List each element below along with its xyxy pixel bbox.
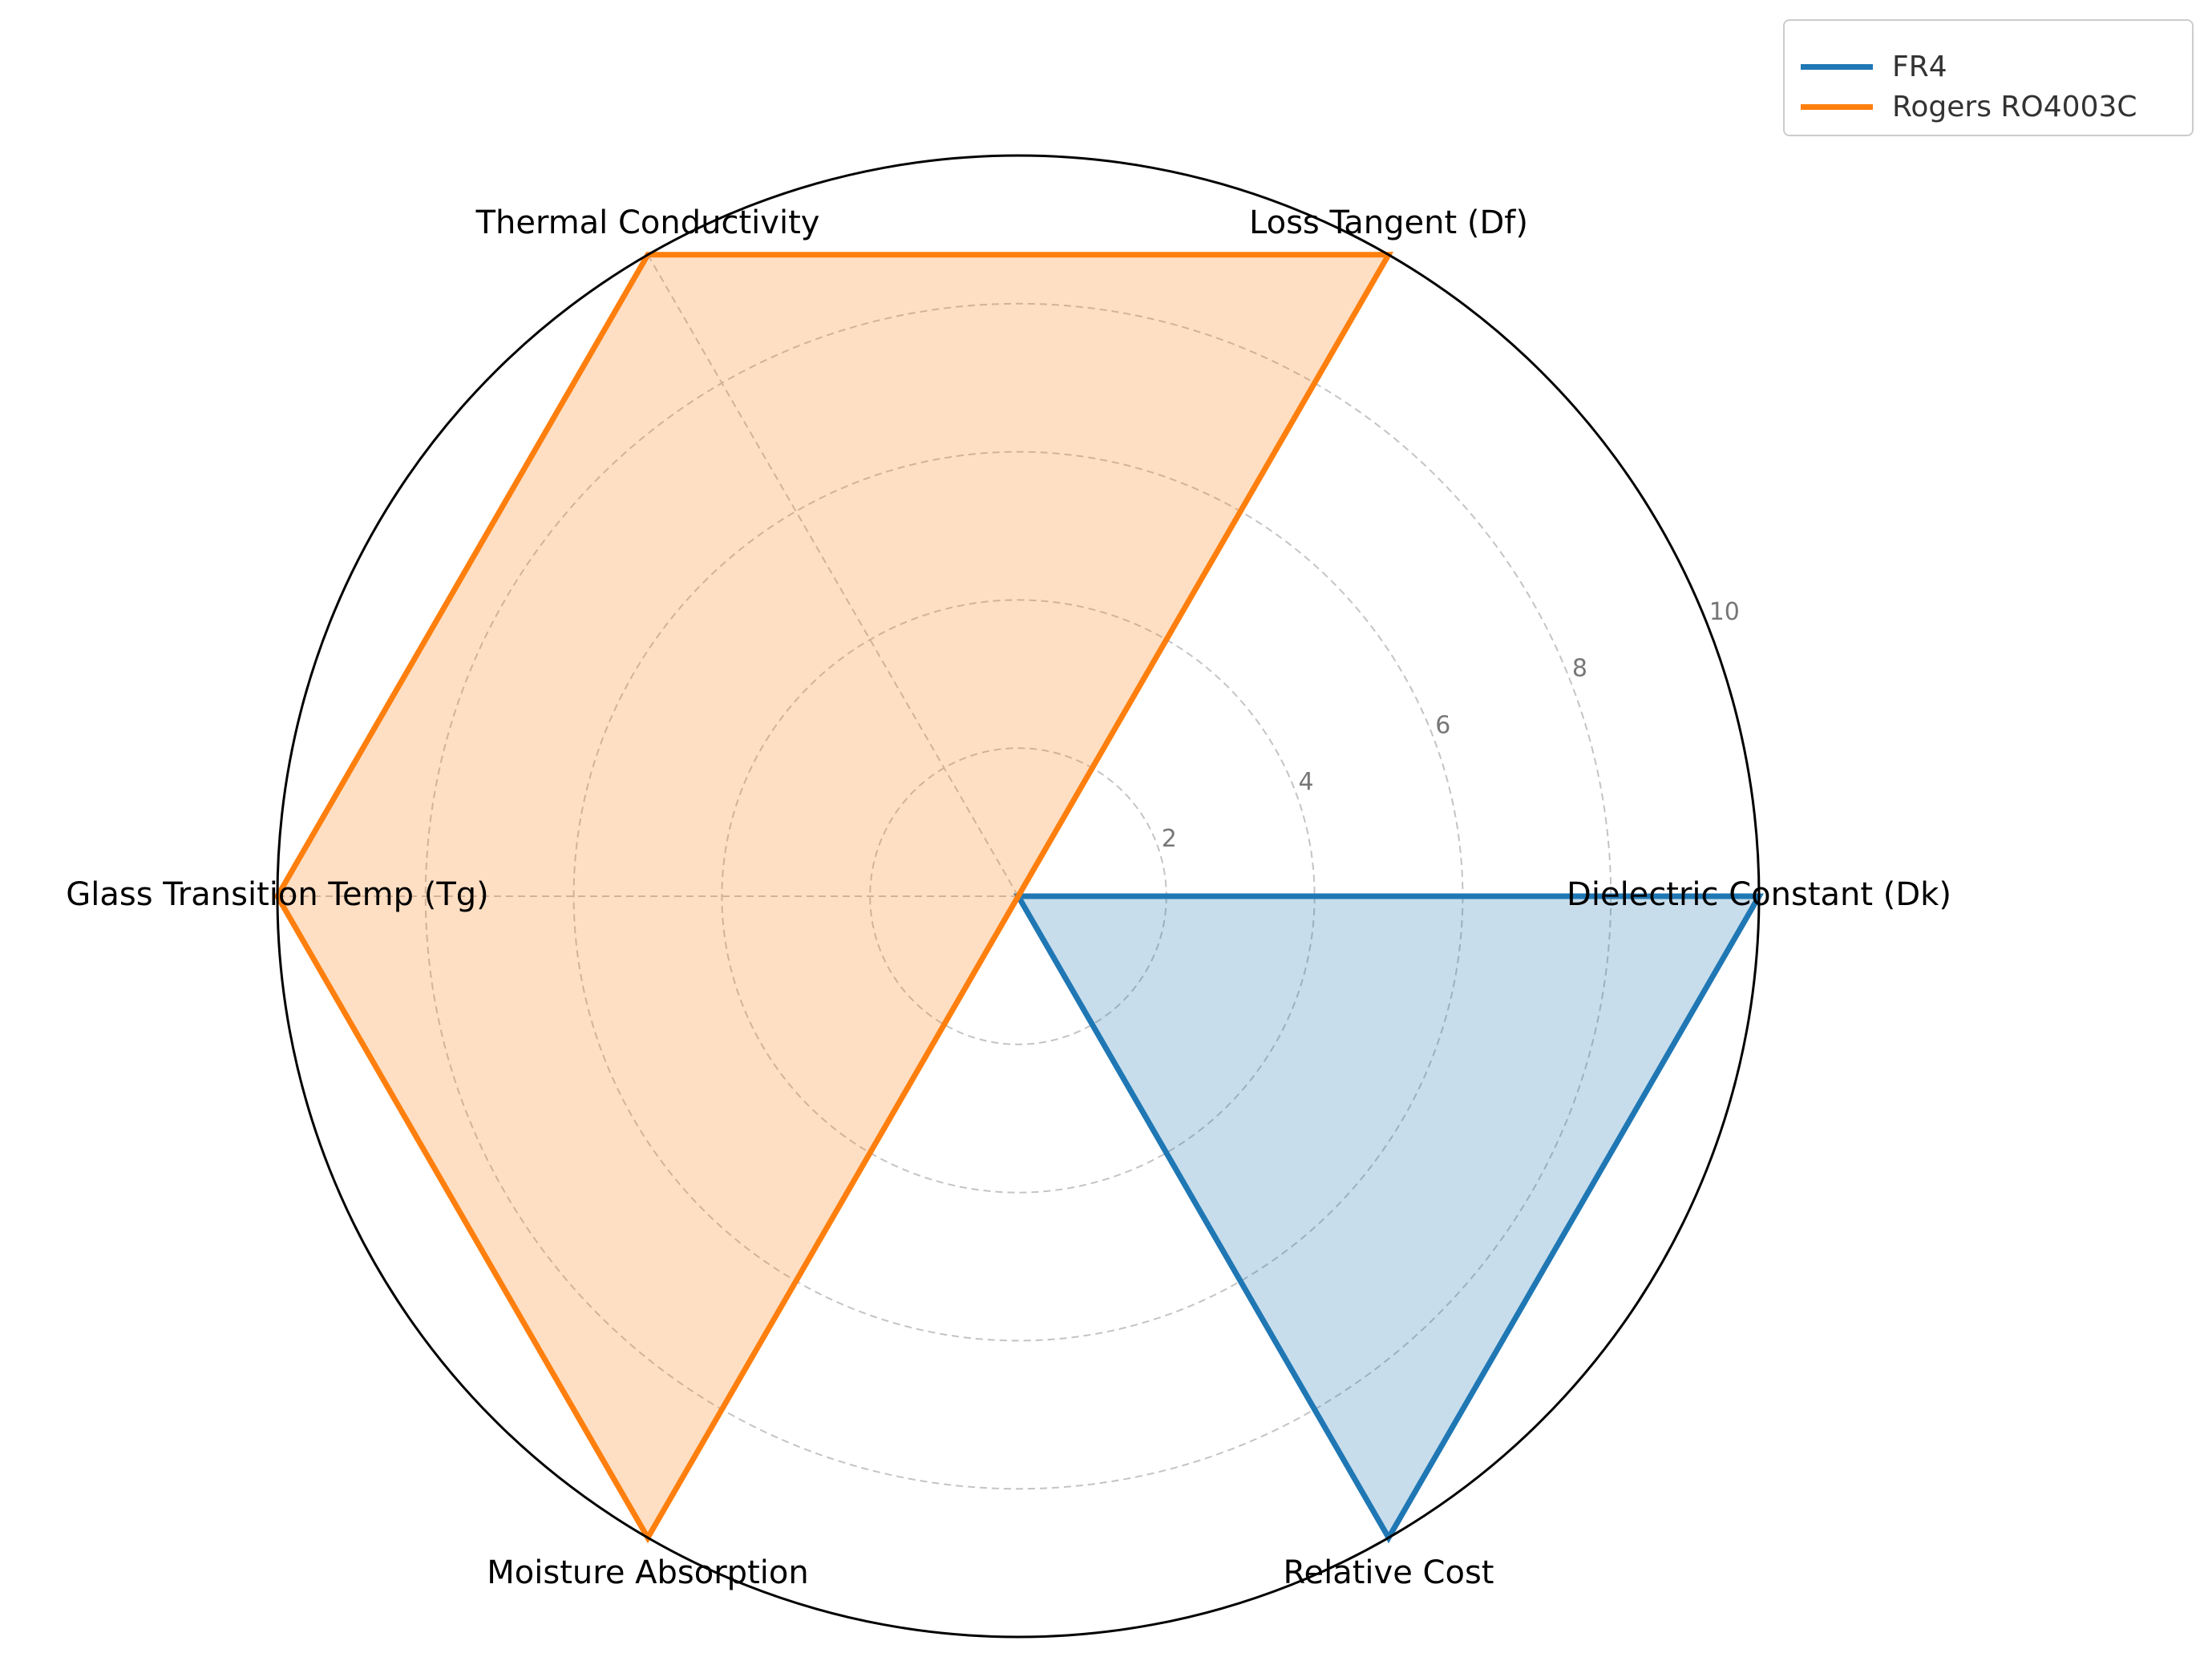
grid-spoke-2 (647, 254, 1019, 897)
tick-label-4: 4 (1299, 768, 1314, 796)
legend-swatch-rogers (1801, 103, 1873, 110)
legend-item-fr4: FR4 (1801, 46, 1947, 87)
legend-label-fr4: FR4 (1892, 50, 1947, 83)
tick-label-10: 10 (1709, 598, 1740, 626)
axis-label-1: Loss Tangent (Df) (1249, 204, 1528, 241)
radial-tick-labels: 2 4 6 8 10 (1162, 598, 1740, 853)
axis-label-0: Dielectric Constant (Dk) (1567, 876, 1951, 913)
series-layer (273, 252, 1765, 1544)
axis-label-2: Thermal Conductivity (475, 204, 820, 241)
axis-label-4: Moisture Absorption (487, 1554, 808, 1591)
axis-label-3: Glass Transition Temp (Tg) (66, 876, 489, 913)
series-fill-rogers (277, 254, 1389, 1538)
series-fill-fr4 (1018, 896, 1759, 1538)
legend: FR4 Rogers RO4003C (1783, 19, 2194, 136)
legend-label-rogers: Rogers RO4003C (1892, 90, 2137, 123)
legend-swatch-fr4 (1801, 63, 1873, 70)
axis-label-5: Relative Cost (1284, 1554, 1494, 1591)
tick-label-2: 2 (1162, 825, 1177, 853)
tick-label-6: 6 (1435, 711, 1450, 739)
series-line-fr4 (1013, 893, 1765, 1544)
category-labels: Dielectric Constant (Dk) Loss Tangent (Df… (66, 204, 1951, 1591)
outer-frame-circle (276, 154, 1761, 1639)
tick-label-8: 8 (1572, 655, 1587, 683)
series-line-rogers (273, 252, 1394, 1544)
legend-item-rogers: Rogers RO4003C (1801, 87, 2137, 127)
